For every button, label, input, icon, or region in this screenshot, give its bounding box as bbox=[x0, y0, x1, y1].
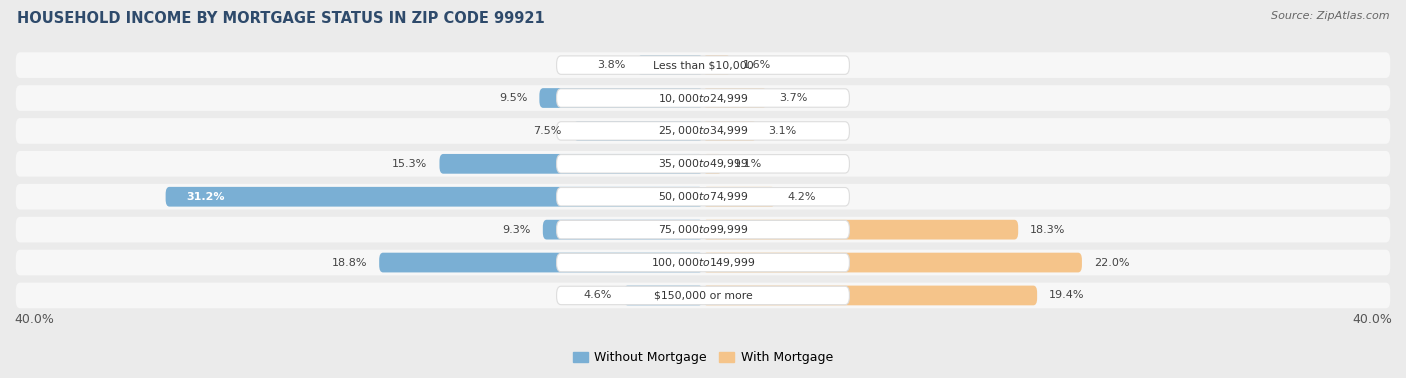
Text: 9.5%: 9.5% bbox=[499, 93, 527, 103]
FancyBboxPatch shape bbox=[15, 85, 1391, 111]
Text: 18.8%: 18.8% bbox=[332, 257, 367, 268]
Text: Less than $10,000: Less than $10,000 bbox=[652, 60, 754, 70]
Text: 18.3%: 18.3% bbox=[1031, 225, 1066, 235]
Text: 31.2%: 31.2% bbox=[186, 192, 225, 202]
Text: 19.4%: 19.4% bbox=[1049, 290, 1084, 301]
FancyBboxPatch shape bbox=[557, 187, 849, 206]
FancyBboxPatch shape bbox=[543, 220, 703, 240]
FancyBboxPatch shape bbox=[15, 283, 1391, 308]
Text: 3.1%: 3.1% bbox=[769, 126, 797, 136]
FancyBboxPatch shape bbox=[15, 118, 1391, 144]
Text: 1.6%: 1.6% bbox=[742, 60, 770, 70]
FancyBboxPatch shape bbox=[15, 151, 1391, 177]
Text: 3.7%: 3.7% bbox=[779, 93, 807, 103]
FancyBboxPatch shape bbox=[574, 121, 703, 141]
FancyBboxPatch shape bbox=[703, 253, 1083, 273]
Text: $35,000 to $49,999: $35,000 to $49,999 bbox=[658, 157, 748, 170]
Text: $150,000 or more: $150,000 or more bbox=[654, 290, 752, 301]
FancyBboxPatch shape bbox=[703, 154, 721, 174]
FancyBboxPatch shape bbox=[557, 286, 849, 305]
FancyBboxPatch shape bbox=[380, 253, 703, 273]
FancyBboxPatch shape bbox=[166, 187, 703, 207]
Text: HOUSEHOLD INCOME BY MORTGAGE STATUS IN ZIP CODE 99921: HOUSEHOLD INCOME BY MORTGAGE STATUS IN Z… bbox=[17, 11, 544, 26]
Text: 4.2%: 4.2% bbox=[787, 192, 815, 202]
FancyBboxPatch shape bbox=[703, 187, 775, 207]
FancyBboxPatch shape bbox=[15, 184, 1391, 209]
FancyBboxPatch shape bbox=[15, 52, 1391, 78]
FancyBboxPatch shape bbox=[624, 286, 703, 305]
FancyBboxPatch shape bbox=[557, 253, 849, 272]
Text: $25,000 to $34,999: $25,000 to $34,999 bbox=[658, 124, 748, 138]
FancyBboxPatch shape bbox=[703, 55, 731, 75]
FancyBboxPatch shape bbox=[557, 155, 849, 173]
FancyBboxPatch shape bbox=[703, 88, 766, 108]
Text: 4.6%: 4.6% bbox=[583, 290, 612, 301]
FancyBboxPatch shape bbox=[703, 220, 1018, 240]
Text: 40.0%: 40.0% bbox=[1353, 313, 1392, 326]
Text: 40.0%: 40.0% bbox=[14, 313, 53, 326]
FancyBboxPatch shape bbox=[557, 56, 849, 74]
FancyBboxPatch shape bbox=[557, 89, 849, 107]
FancyBboxPatch shape bbox=[15, 250, 1391, 276]
Text: 3.8%: 3.8% bbox=[598, 60, 626, 70]
Legend: Without Mortgage, With Mortgage: Without Mortgage, With Mortgage bbox=[568, 346, 838, 369]
Text: 22.0%: 22.0% bbox=[1094, 257, 1129, 268]
Text: $10,000 to $24,999: $10,000 to $24,999 bbox=[658, 91, 748, 104]
Text: $50,000 to $74,999: $50,000 to $74,999 bbox=[658, 190, 748, 203]
FancyBboxPatch shape bbox=[540, 88, 703, 108]
Text: 7.5%: 7.5% bbox=[533, 126, 562, 136]
Text: 1.1%: 1.1% bbox=[734, 159, 762, 169]
FancyBboxPatch shape bbox=[557, 122, 849, 140]
Text: $75,000 to $99,999: $75,000 to $99,999 bbox=[658, 223, 748, 236]
Text: $100,000 to $149,999: $100,000 to $149,999 bbox=[651, 256, 755, 269]
FancyBboxPatch shape bbox=[15, 217, 1391, 242]
Text: Source: ZipAtlas.com: Source: ZipAtlas.com bbox=[1271, 11, 1389, 21]
Text: 9.3%: 9.3% bbox=[502, 225, 531, 235]
Text: 15.3%: 15.3% bbox=[392, 159, 427, 169]
FancyBboxPatch shape bbox=[440, 154, 703, 174]
FancyBboxPatch shape bbox=[703, 286, 1038, 305]
FancyBboxPatch shape bbox=[557, 220, 849, 239]
FancyBboxPatch shape bbox=[703, 121, 756, 141]
FancyBboxPatch shape bbox=[637, 55, 703, 75]
